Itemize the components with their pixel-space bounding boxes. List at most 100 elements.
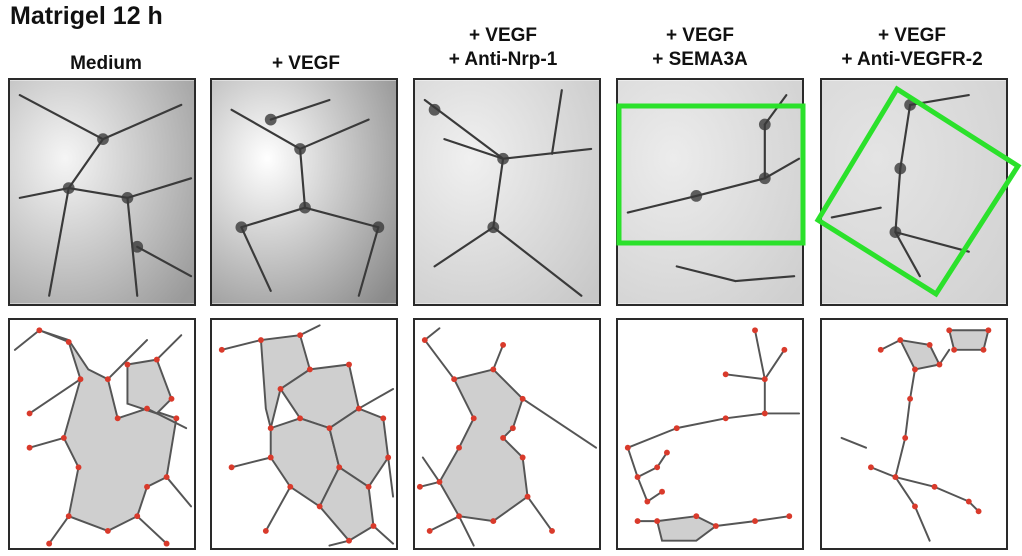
branch-node: [456, 513, 462, 520]
branch-node: [786, 513, 793, 520]
network-segment: [48, 515, 70, 545]
branch-node: [173, 415, 180, 422]
cell-cord: [18, 94, 105, 141]
cell-cord: [67, 138, 105, 190]
branch-node: [104, 527, 111, 534]
branch-node: [936, 361, 943, 368]
network-segment: [28, 378, 82, 415]
branch-node: [218, 346, 225, 353]
network-segment: [840, 436, 868, 449]
branch-node: [761, 410, 768, 417]
branch-node: [306, 366, 313, 373]
network-segment: [904, 397, 912, 439]
tracing-vegf: [210, 318, 398, 550]
network-segment: [418, 480, 441, 488]
branch-node: [980, 346, 987, 353]
branch-node: [524, 493, 531, 500]
branch-node: [26, 410, 33, 417]
branch-node: [60, 434, 67, 441]
enclosed-mesh: [438, 368, 529, 523]
branch-node: [654, 518, 661, 525]
branch-node: [634, 474, 641, 480]
micrograph-vegf: [210, 78, 398, 306]
branch-node: [65, 513, 72, 520]
cell-cord: [269, 98, 331, 121]
branch-node: [168, 395, 175, 402]
branch-node: [297, 332, 304, 339]
tracing-medium: [8, 318, 196, 550]
branch-node: [712, 523, 719, 529]
branch-node: [693, 513, 700, 520]
branch-node: [892, 474, 899, 480]
branch-node: [326, 425, 333, 432]
branch-node: [346, 537, 352, 544]
tracing-anti-vegfr2: [820, 318, 1008, 550]
network-segment: [521, 397, 598, 449]
branch-node: [416, 483, 423, 490]
branch-node: [336, 464, 343, 471]
branch-node: [519, 395, 526, 402]
label-anti-nrp1: + VEGF + Anti-Nrp-1: [448, 25, 558, 70]
branch-node: [912, 366, 918, 373]
branch-node: [975, 508, 982, 515]
label-sema3a: + VEGF + SEMA3A: [652, 25, 748, 70]
branch-node: [46, 540, 53, 547]
branch-node: [163, 474, 170, 480]
cell-cord: [550, 89, 563, 155]
branch-node: [722, 371, 729, 378]
branch-node: [722, 415, 729, 422]
label-anti-vegfr2: + VEGF + Anti-VEGFR-2: [841, 25, 983, 70]
branch-node: [490, 366, 497, 373]
branch-node: [134, 513, 141, 520]
network-segment: [264, 485, 292, 532]
branch-node: [624, 444, 631, 451]
cell-cord: [136, 245, 193, 278]
enclosed-mesh: [318, 465, 375, 542]
branch-node: [509, 425, 516, 432]
network-segment: [13, 329, 41, 351]
cell-cord: [48, 187, 70, 297]
branch-node: [673, 425, 680, 432]
cell-cluster: [372, 221, 385, 234]
branch-node: [436, 479, 443, 485]
cell-cord: [240, 226, 272, 292]
network-segment: [230, 456, 272, 469]
label-vegf: + VEGF: [271, 53, 341, 74]
branch-node: [644, 498, 651, 505]
network-segment: [754, 329, 766, 381]
network-segment: [879, 339, 902, 351]
network-segment: [328, 539, 350, 547]
network-segment: [754, 515, 791, 523]
network-segment: [423, 327, 441, 342]
branch-node: [277, 386, 284, 392]
branch-node: [262, 527, 269, 534]
network-segment: [646, 490, 664, 503]
micrograph-sema3a: [616, 78, 804, 306]
branch-node: [877, 346, 884, 353]
branch-node: [114, 415, 121, 422]
network-segment: [714, 520, 756, 527]
network-segment: [136, 515, 168, 545]
network-segment: [626, 446, 639, 479]
cell-cord: [299, 118, 370, 151]
network-segment: [387, 456, 395, 498]
branch-node: [26, 444, 33, 451]
branch-node: [297, 415, 304, 422]
branch-node: [926, 342, 933, 348]
network-segment: [106, 339, 148, 381]
cell-cluster: [294, 143, 306, 155]
branch-node: [868, 464, 874, 471]
branch-node: [781, 346, 788, 353]
branch-node: [634, 518, 641, 525]
branch-node: [985, 327, 992, 334]
cell-cluster: [487, 221, 500, 234]
network-segment: [423, 339, 456, 381]
branch-node: [153, 356, 160, 363]
cell-cord: [230, 108, 302, 151]
cell-cord: [101, 103, 183, 141]
network-segment: [421, 456, 441, 483]
cell-cord: [443, 138, 505, 160]
branch-node: [426, 527, 433, 534]
branch-node: [144, 405, 150, 412]
network-segment: [909, 368, 916, 400]
